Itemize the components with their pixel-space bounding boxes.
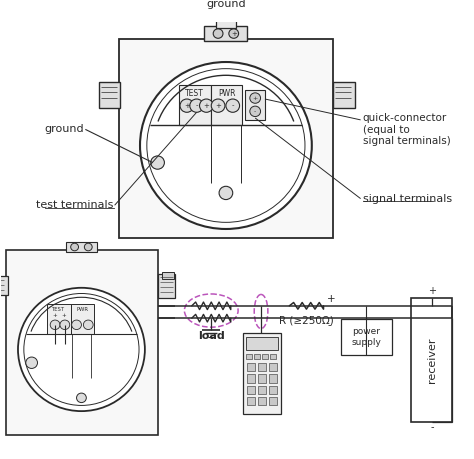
Bar (269, 363, 277, 371)
Text: receiver: receiver (427, 337, 437, 383)
Bar (66, 242, 97, 252)
Text: +: + (328, 294, 336, 304)
Text: +: + (184, 103, 190, 109)
Bar (211, 85, 243, 125)
Circle shape (50, 320, 60, 330)
Bar (204, 26, 247, 41)
Bar (247, 386, 255, 394)
Text: +: + (215, 103, 221, 109)
Text: +: + (232, 31, 237, 37)
Circle shape (226, 99, 239, 112)
Bar (47, 304, 71, 334)
Bar (270, 354, 276, 359)
Bar (333, 82, 355, 108)
Circle shape (190, 99, 203, 112)
Bar (157, 274, 175, 298)
Bar (258, 374, 266, 383)
Bar (0, 276, 8, 296)
Bar (179, 85, 211, 125)
Text: load: load (198, 331, 225, 341)
Text: -: - (430, 423, 434, 432)
Bar (411, 298, 452, 421)
Bar (269, 397, 277, 405)
Bar (247, 397, 255, 405)
Text: +: + (53, 313, 57, 319)
Text: PWR: PWR (76, 307, 89, 312)
Bar (247, 374, 255, 383)
Circle shape (84, 243, 92, 251)
Text: TEST: TEST (53, 307, 65, 312)
Circle shape (26, 357, 37, 369)
Text: +: + (253, 95, 258, 101)
Circle shape (83, 320, 93, 330)
Bar (99, 82, 120, 108)
Text: TEST: TEST (185, 89, 204, 98)
Circle shape (60, 320, 70, 330)
Bar (246, 337, 278, 350)
Text: quick-connector
(equal to
signal terminals): quick-connector (equal to signal termina… (363, 113, 450, 146)
Bar (163, 272, 174, 279)
Circle shape (213, 29, 223, 38)
Bar (258, 386, 266, 394)
Bar (118, 39, 333, 239)
Text: power
supply: power supply (352, 327, 382, 347)
Circle shape (219, 186, 233, 200)
Bar (258, 397, 266, 405)
Circle shape (229, 29, 238, 38)
Bar (246, 354, 252, 359)
Text: -: - (328, 320, 331, 330)
Bar (258, 363, 266, 371)
Circle shape (211, 99, 225, 112)
Text: +: + (62, 313, 66, 319)
Bar (246, 90, 265, 120)
Bar (262, 354, 268, 359)
Bar (341, 319, 392, 355)
Circle shape (250, 106, 261, 117)
Bar (247, 363, 255, 371)
Circle shape (250, 93, 261, 103)
Text: ground: ground (206, 0, 246, 9)
Circle shape (180, 99, 194, 112)
Bar (269, 386, 277, 394)
Circle shape (140, 62, 312, 229)
Text: -: - (254, 109, 256, 114)
Text: +: + (428, 286, 436, 297)
Text: ground: ground (45, 124, 84, 134)
Circle shape (71, 243, 79, 251)
Circle shape (77, 393, 86, 403)
Bar (216, 18, 236, 28)
Circle shape (72, 320, 82, 330)
Text: R (≥250Ω): R (≥250Ω) (279, 315, 334, 325)
Text: -: - (195, 103, 198, 109)
Text: +: + (203, 103, 210, 109)
Circle shape (151, 156, 164, 169)
Bar (6, 250, 157, 435)
Bar (71, 304, 94, 334)
Circle shape (18, 288, 145, 411)
Bar (254, 354, 260, 359)
Text: PWR: PWR (218, 89, 236, 98)
Text: signal terminals: signal terminals (363, 194, 452, 204)
Text: test terminals: test terminals (36, 200, 114, 210)
Bar (269, 374, 277, 383)
Circle shape (200, 99, 213, 112)
Text: -: - (231, 103, 234, 109)
Bar (244, 333, 281, 414)
